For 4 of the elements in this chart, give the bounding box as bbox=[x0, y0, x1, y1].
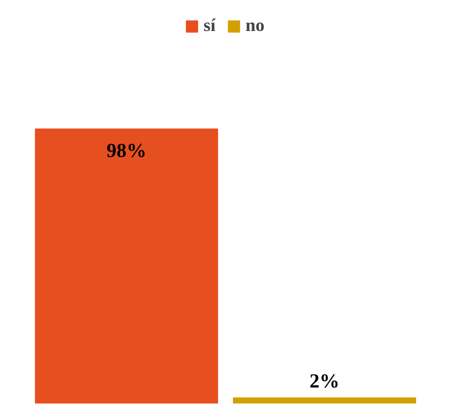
data-label: 2% bbox=[310, 370, 340, 392]
data-label: 98% bbox=[106, 140, 146, 162]
legend-label: sí bbox=[204, 15, 217, 36]
legend-label: no bbox=[246, 15, 266, 36]
